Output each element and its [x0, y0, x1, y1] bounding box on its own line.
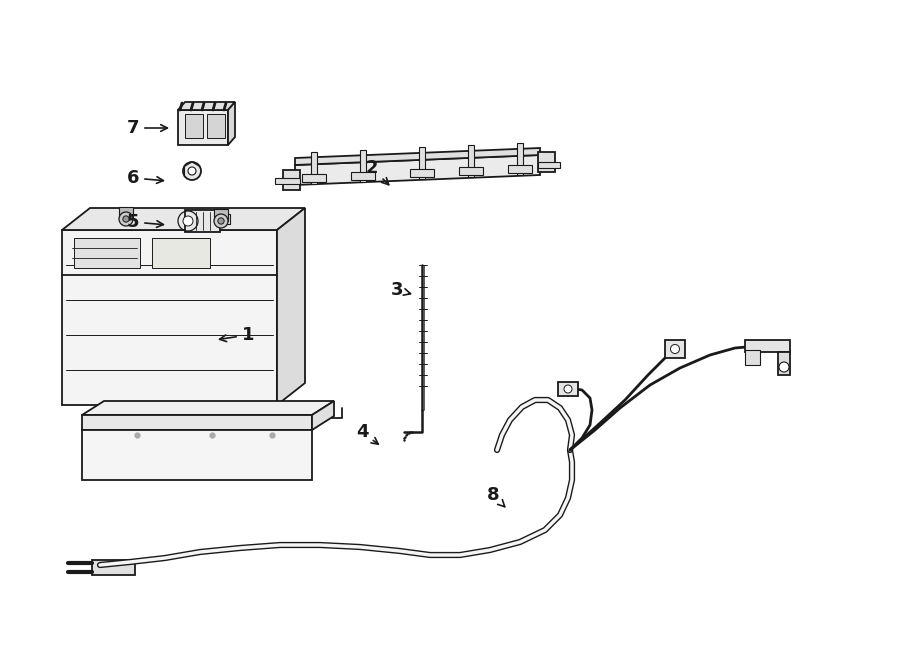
Polygon shape: [419, 147, 425, 179]
Circle shape: [779, 362, 789, 372]
Polygon shape: [745, 350, 760, 365]
Circle shape: [188, 167, 196, 175]
Polygon shape: [82, 401, 334, 415]
Polygon shape: [228, 102, 235, 145]
Polygon shape: [82, 415, 312, 430]
Polygon shape: [360, 150, 366, 182]
Text: 4: 4: [356, 423, 378, 444]
Polygon shape: [517, 143, 523, 175]
Polygon shape: [311, 152, 317, 184]
Polygon shape: [178, 110, 228, 145]
Polygon shape: [119, 207, 133, 219]
Circle shape: [564, 385, 572, 393]
Polygon shape: [295, 155, 540, 185]
Circle shape: [214, 214, 228, 228]
Circle shape: [218, 218, 224, 224]
Polygon shape: [778, 352, 790, 375]
Polygon shape: [185, 114, 203, 138]
Polygon shape: [295, 148, 540, 165]
Polygon shape: [468, 145, 474, 177]
Polygon shape: [312, 401, 334, 430]
Polygon shape: [508, 165, 532, 173]
Polygon shape: [92, 560, 135, 575]
Polygon shape: [283, 170, 300, 190]
Polygon shape: [62, 208, 305, 230]
Polygon shape: [178, 102, 235, 110]
Polygon shape: [207, 114, 225, 138]
Polygon shape: [152, 238, 210, 268]
Polygon shape: [538, 162, 560, 168]
Polygon shape: [558, 382, 578, 396]
Circle shape: [670, 344, 680, 354]
Polygon shape: [218, 214, 230, 224]
Text: 1: 1: [220, 326, 254, 344]
Circle shape: [122, 216, 130, 222]
Circle shape: [183, 162, 201, 180]
Polygon shape: [74, 238, 140, 268]
Text: 6: 6: [127, 169, 164, 187]
Text: 8: 8: [487, 486, 505, 507]
Text: 2: 2: [365, 159, 389, 184]
Polygon shape: [275, 178, 300, 184]
Text: 7: 7: [127, 119, 167, 137]
Polygon shape: [62, 230, 277, 405]
Polygon shape: [277, 208, 305, 405]
Text: 3: 3: [391, 281, 410, 299]
Circle shape: [183, 216, 193, 226]
Polygon shape: [665, 340, 685, 358]
Polygon shape: [185, 210, 220, 232]
Polygon shape: [82, 430, 312, 480]
Circle shape: [119, 212, 133, 226]
Polygon shape: [302, 174, 326, 182]
Polygon shape: [351, 172, 375, 180]
Polygon shape: [410, 169, 434, 177]
Polygon shape: [745, 340, 790, 352]
Polygon shape: [459, 167, 483, 175]
Polygon shape: [214, 209, 228, 221]
Polygon shape: [538, 152, 555, 172]
Text: 5: 5: [127, 213, 164, 231]
